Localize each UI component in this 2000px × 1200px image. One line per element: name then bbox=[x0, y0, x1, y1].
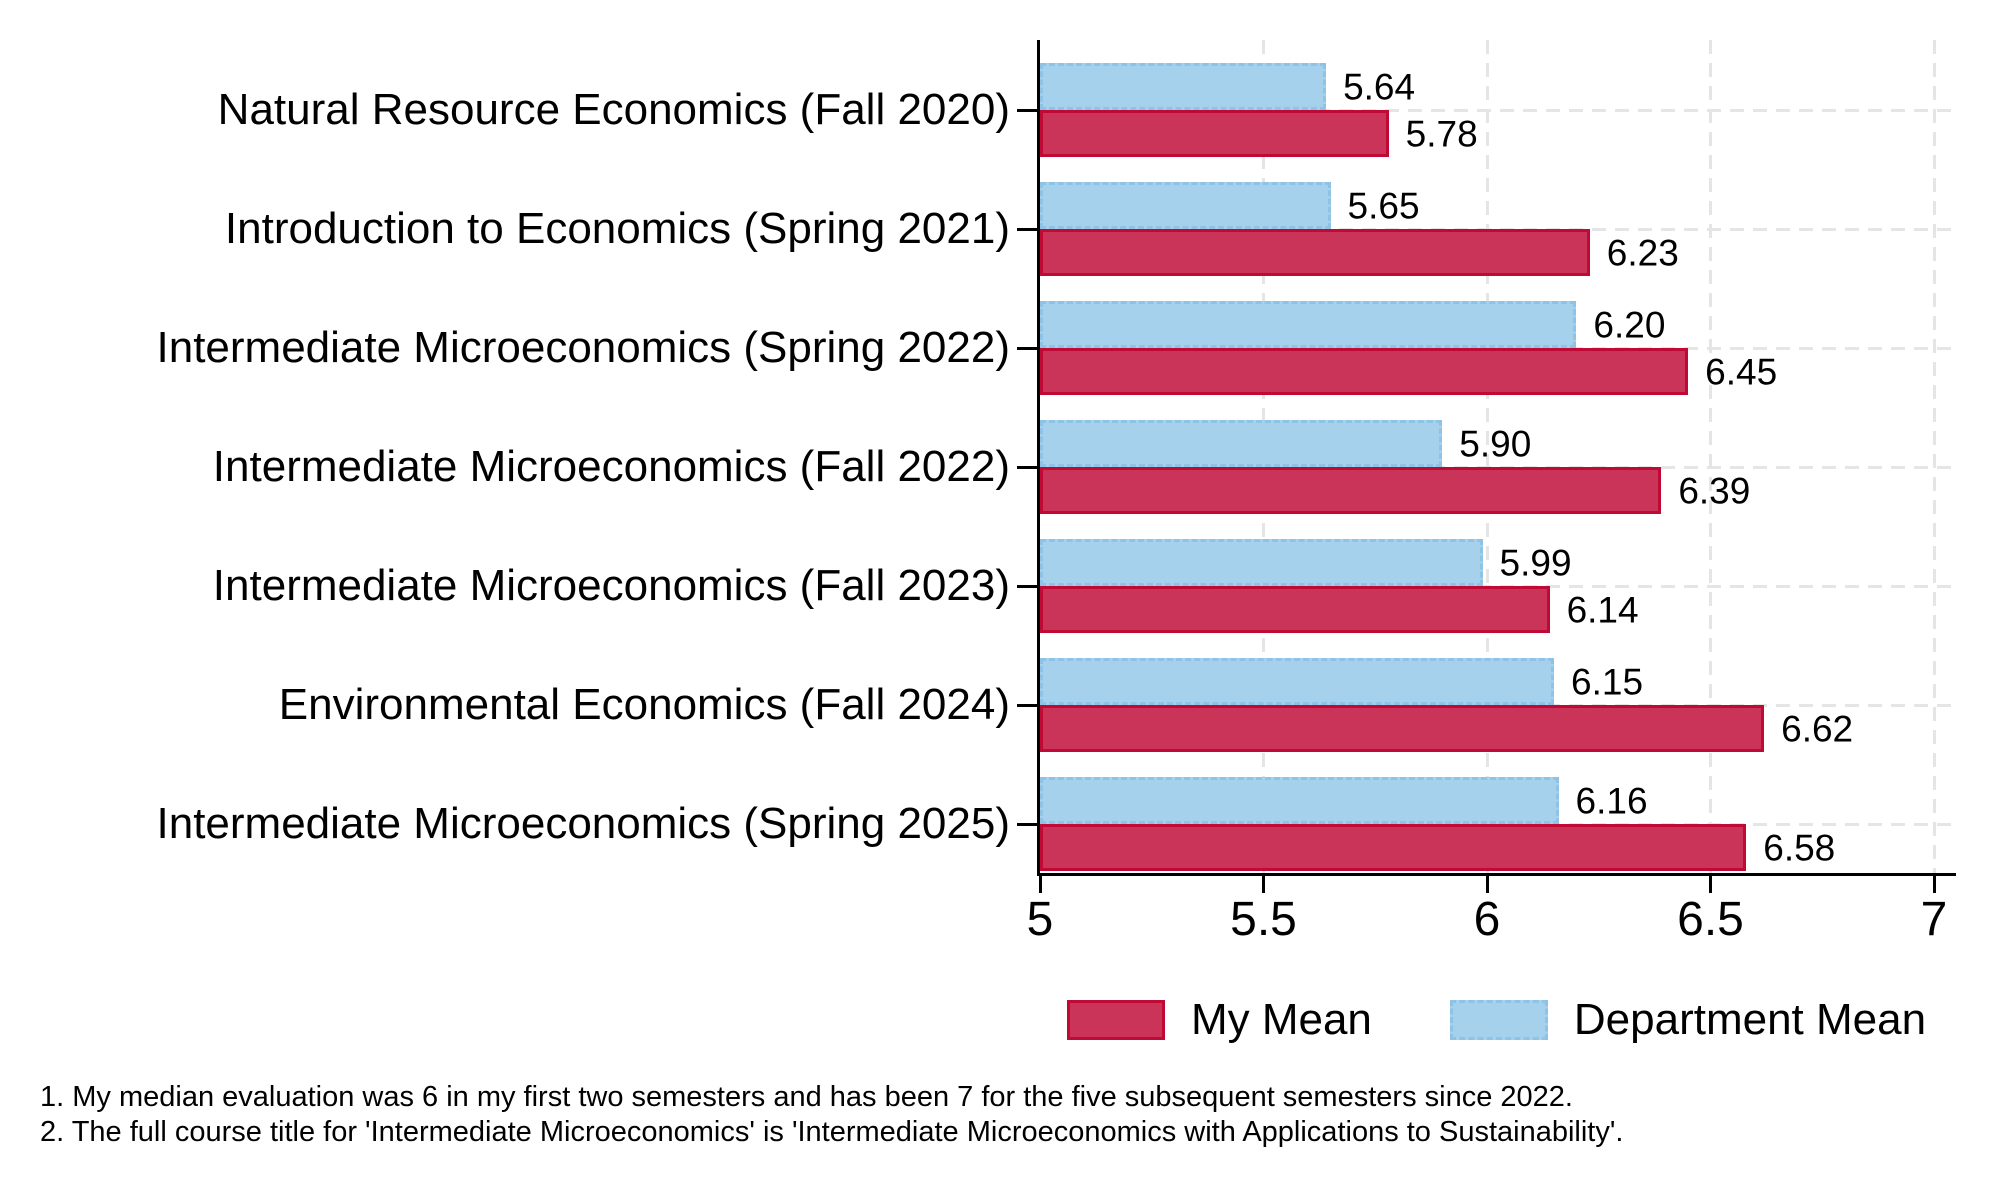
bar-value-label: 5.65 bbox=[1347, 185, 1420, 226]
legend: My Mean Department Mean bbox=[1037, 998, 1956, 1042]
x-tick-label: 6 bbox=[1473, 893, 1501, 946]
category-label: Intermediate Microeconomics (Fall 2022) bbox=[212, 442, 1010, 491]
x-tick-label: 5.5 bbox=[1230, 893, 1297, 946]
bar-value-label: 5.90 bbox=[1459, 423, 1532, 464]
y-tick bbox=[1017, 227, 1037, 231]
x-tick bbox=[1485, 876, 1489, 893]
x-tick bbox=[1038, 876, 1042, 893]
footnote-line-1: 1. My median evaluation was 6 in my firs… bbox=[40, 1081, 1573, 1113]
y-tick bbox=[1017, 346, 1037, 350]
bar-my-mean bbox=[1040, 110, 1389, 157]
bar-value-label: 5.64 bbox=[1343, 66, 1416, 107]
x-tick bbox=[1709, 876, 1712, 893]
y-tick bbox=[1017, 465, 1037, 469]
bar-value-label: 6.45 bbox=[1705, 351, 1778, 392]
bar-department-mean bbox=[1040, 420, 1443, 467]
y-tick bbox=[1017, 584, 1037, 588]
legend-swatch-department-mean bbox=[1449, 1000, 1548, 1040]
y-tick bbox=[1017, 108, 1037, 112]
bar-value-label: 6.58 bbox=[1763, 827, 1836, 868]
x-tick bbox=[1932, 876, 1936, 893]
plot-area: 5.64 5.78 5.65 6.23 6.20 6.45 5.90 6.39 5.99 6.14… bbox=[1037, 40, 1956, 876]
bar-department-mean bbox=[1040, 301, 1577, 348]
bar-value-label: 6.15 bbox=[1571, 661, 1644, 702]
bar-department-mean bbox=[1040, 777, 1559, 824]
bar-my-mean bbox=[1040, 467, 1662, 514]
bar-department-mean bbox=[1040, 182, 1331, 229]
y-tick bbox=[1017, 822, 1037, 826]
category-label: Intermediate Microeconomics (Spring 2022… bbox=[156, 323, 1011, 372]
category-label: Introduction to Economics (Spring 2021) bbox=[224, 204, 1010, 253]
category-label: Intermediate Microeconomics (Spring 2025… bbox=[156, 799, 1011, 848]
bar-my-mean bbox=[1040, 824, 1747, 871]
x-gridline-6 bbox=[1485, 40, 1489, 873]
x-tick bbox=[1262, 876, 1265, 893]
legend-swatch-my-mean bbox=[1066, 1000, 1165, 1040]
bar-department-mean bbox=[1040, 539, 1483, 586]
bar-value-label: 6.16 bbox=[1575, 780, 1648, 821]
x-tick-label: 5 bbox=[1026, 893, 1054, 946]
bar-value-label: 5.78 bbox=[1405, 113, 1478, 154]
bar-value-label: 6.39 bbox=[1678, 470, 1751, 511]
category-label: Natural Resource Economics (Fall 2020) bbox=[217, 85, 1010, 134]
legend-label-department-mean: Department Mean bbox=[1573, 995, 1927, 1044]
bar-my-mean bbox=[1040, 348, 1689, 395]
category-label: Environmental Economics (Fall 2024) bbox=[278, 680, 1010, 729]
bar-my-mean bbox=[1040, 586, 1550, 633]
footnotes: 1. My median evaluation was 6 in my firs… bbox=[40, 1080, 1623, 1150]
footnote-line-2: 2. The full course title for 'Intermedia… bbox=[40, 1116, 1624, 1148]
bar-department-mean bbox=[1040, 63, 1327, 110]
legend-label-my-mean: My Mean bbox=[1190, 995, 1372, 1044]
bar-value-label: 5.99 bbox=[1499, 542, 1572, 583]
bar-value-label: 6.23 bbox=[1606, 232, 1679, 273]
category-label: Intermediate Microeconomics (Fall 2023) bbox=[212, 561, 1010, 610]
x-tick-label: 7 bbox=[1920, 893, 1948, 946]
y-gridline bbox=[1040, 108, 1956, 112]
x-gridline-6.5 bbox=[1709, 40, 1712, 873]
x-gridline-7 bbox=[1932, 40, 1936, 873]
bar-department-mean bbox=[1040, 658, 1555, 705]
bar-value-label: 6.20 bbox=[1593, 304, 1666, 345]
bar-my-mean bbox=[1040, 229, 1590, 276]
y-tick bbox=[1017, 703, 1037, 707]
bar-value-label: 6.14 bbox=[1566, 589, 1639, 630]
bar-value-label: 6.62 bbox=[1781, 708, 1854, 749]
bar-my-mean bbox=[1040, 705, 1765, 752]
x-tick-label: 6.5 bbox=[1677, 893, 1744, 946]
